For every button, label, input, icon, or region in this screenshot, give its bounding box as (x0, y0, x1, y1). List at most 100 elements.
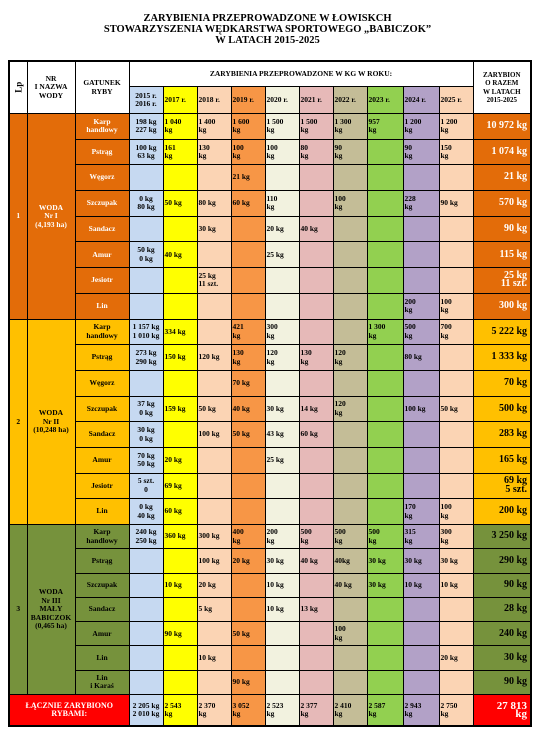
cell (264, 369, 300, 397)
cell (230, 241, 266, 269)
cell: 50 kg 0 kg (128, 241, 164, 269)
water-name: WODA Nr III MAŁY BABICZOK (0,465 ha) (26, 523, 76, 696)
cell: 14 kg (298, 395, 334, 423)
cell: 957 kg (366, 113, 404, 140)
header-row: Lp NR I NAZWA WODY GATUNEK RYBY ZARYBIENIA … (8, 60, 532, 114)
species: Pstrąg (74, 548, 130, 574)
cell: 500 kg (332, 523, 368, 550)
title: ZARYBIENIA PRZEPROWADZONE W ŁOWISKCH STOW… (0, 13, 535, 46)
cell (128, 548, 164, 574)
cell: 200 kg (402, 292, 440, 320)
cell: 110 kg (264, 190, 300, 217)
species: Lin (74, 292, 130, 320)
cell (332, 645, 368, 671)
cell: 40kg (332, 548, 368, 574)
species: Karp handlowy (74, 523, 130, 550)
cell (298, 241, 334, 269)
species: Karp handlowy (74, 113, 130, 140)
header-total: ZARYBION O RAZEM W LATACH 2015-2025 (472, 60, 532, 114)
cell (162, 421, 198, 448)
cell: 120 kg (332, 395, 368, 423)
data-row: Węgorz 21 kg 21 kg (9, 164, 532, 192)
cell (264, 164, 300, 192)
cell: 1 200 kg (438, 113, 474, 140)
cell: 30 kg 0 kg (128, 421, 164, 448)
cell (402, 241, 440, 269)
cell (402, 215, 440, 243)
data-row: 1 WODA Nr I (4,193 ha) Karp handlowy 198 kg… (8, 113, 532, 320)
cell: 150 kg (162, 344, 198, 371)
cell: 100 kg (196, 548, 232, 574)
title-line: STOWARZYSZENIA WĘDKARSTWA SPORTOWEGO „BA… (103, 24, 432, 35)
cell (196, 369, 232, 397)
data-row: Jesiotr 5 szt. 0 69 kg 69 kg 5 szt. (9, 472, 532, 500)
water-lp: 1 (8, 113, 28, 320)
cell: 0 kg 80 kg (128, 190, 164, 217)
cell: 50 kg (162, 190, 198, 217)
cell: 334 kg (162, 318, 198, 346)
cell: 300 kg (196, 523, 232, 550)
row-total: 90 kg (472, 669, 532, 696)
data-row: Lin 0 kg 40 kg 60 kg 170 kg 100 kg 200 kg (9, 498, 532, 525)
cell: 70 kg (230, 369, 266, 397)
cell (230, 596, 266, 623)
cell (332, 472, 368, 500)
cell (162, 292, 198, 320)
cell (264, 498, 300, 525)
cell: 80 kg (298, 138, 334, 166)
cell: 1 300 kg (332, 113, 368, 140)
cell: 100 kg (264, 138, 300, 166)
cell (298, 318, 334, 346)
cell (230, 267, 266, 294)
cell (196, 621, 232, 647)
header-year: 2020 r. (264, 86, 300, 114)
species: Sandacz (74, 596, 130, 623)
cell (438, 669, 474, 696)
cell (332, 318, 368, 346)
cell (128, 292, 164, 320)
title-line: W LATACH 2015-2025 (215, 35, 320, 46)
cell (438, 369, 474, 397)
data-row: Pstrąg 100 kg 20 kg 30 kg 40 kg 40kg 30 kg 30 k… (9, 548, 532, 574)
cell: 30 kg (366, 572, 404, 598)
header-span: ZARYBIENIA PRZEPROWADZONE W KG W ROKU: (128, 60, 474, 87)
cell: 1 500 kg (298, 113, 334, 140)
cell: 10 kg (438, 572, 474, 598)
row-total: 70 kg (472, 369, 532, 397)
cell (264, 267, 300, 294)
cell: 60 kg (230, 190, 266, 217)
footer-cell: 2 205 kg 2 010 kg (128, 694, 164, 727)
data-row: Amur 90 kg 50 kg 100 kg 240 kg (9, 621, 532, 647)
cell (402, 369, 440, 397)
cell (366, 190, 404, 217)
cell (298, 267, 334, 294)
cell (298, 572, 334, 598)
cell: 25 kg 11 szt. (196, 267, 232, 294)
cell: 50 kg (196, 395, 232, 423)
cell: 1 300 kg (366, 318, 404, 346)
row-total: 90 kg (472, 572, 532, 598)
cell (332, 292, 368, 320)
cell: 1 600 kg (230, 113, 266, 140)
cell (128, 369, 164, 397)
header-row: 2015 r. 2016 r. 2017 r. 2018 r. 2019 r. 2020… (9, 86, 531, 114)
data-row: Szczupak 10 kg 20 kg 10 kg 40 kg 30 kg 10 kg 10… (9, 572, 532, 598)
cell: 20 kg (230, 548, 266, 574)
species: Amur (74, 621, 130, 647)
cell: 40 kg (332, 572, 368, 598)
header-year: 2015 r. 2016 r. (128, 86, 164, 114)
data-row: Pstrąg 100 kg 63 kg 161 kg 130 kg 100 kg 100 … (9, 138, 532, 166)
cell (438, 241, 474, 269)
cell (332, 669, 368, 696)
data-row: Jesiotr 25 kg 11 szt. 25 kg 11 szt. (9, 267, 532, 294)
header-year: 2017 r. (162, 86, 198, 114)
header-year: 2023 r. (366, 86, 404, 114)
stocking-table: Lp NR I NAZWA WODY GATUNEK RYBY ZARYBIENIA … (8, 60, 533, 728)
cell: 25 kg (264, 446, 300, 474)
cell (162, 596, 198, 623)
cell (366, 621, 404, 647)
cell: 20 kg (264, 215, 300, 243)
header-lp: Lp (8, 60, 28, 114)
cell: 120 kg (264, 344, 300, 371)
cell: 90 kg (402, 138, 440, 166)
